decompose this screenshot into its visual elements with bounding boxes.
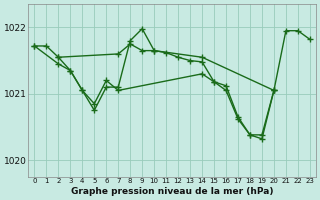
X-axis label: Graphe pression niveau de la mer (hPa): Graphe pression niveau de la mer (hPa) <box>71 187 273 196</box>
